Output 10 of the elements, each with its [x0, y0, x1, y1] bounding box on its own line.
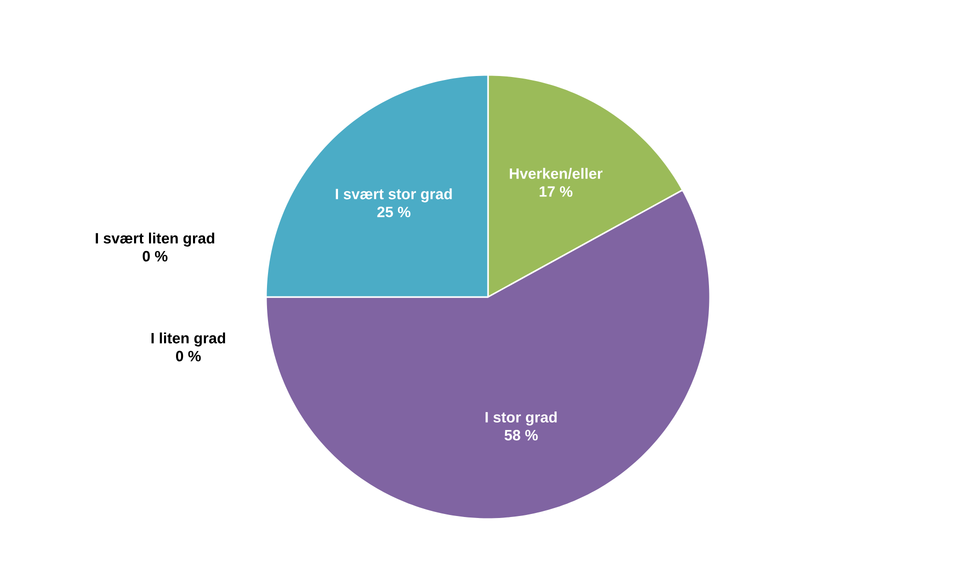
data-label: 25 %	[377, 206, 410, 218]
category-label: I svært liten grad	[96, 232, 214, 247]
slice-label: Hverken/eller	[510, 168, 603, 180]
text: 0 %	[176, 350, 201, 362]
data-label: 58 %	[504, 430, 538, 440]
slice-label: I svært stor grad	[336, 188, 452, 202]
category-label: I liten grad	[152, 332, 226, 346]
data-label: 17 %	[540, 186, 572, 197]
slice-label: I stor grad	[486, 412, 557, 426]
text: 0 %	[142, 250, 168, 262]
